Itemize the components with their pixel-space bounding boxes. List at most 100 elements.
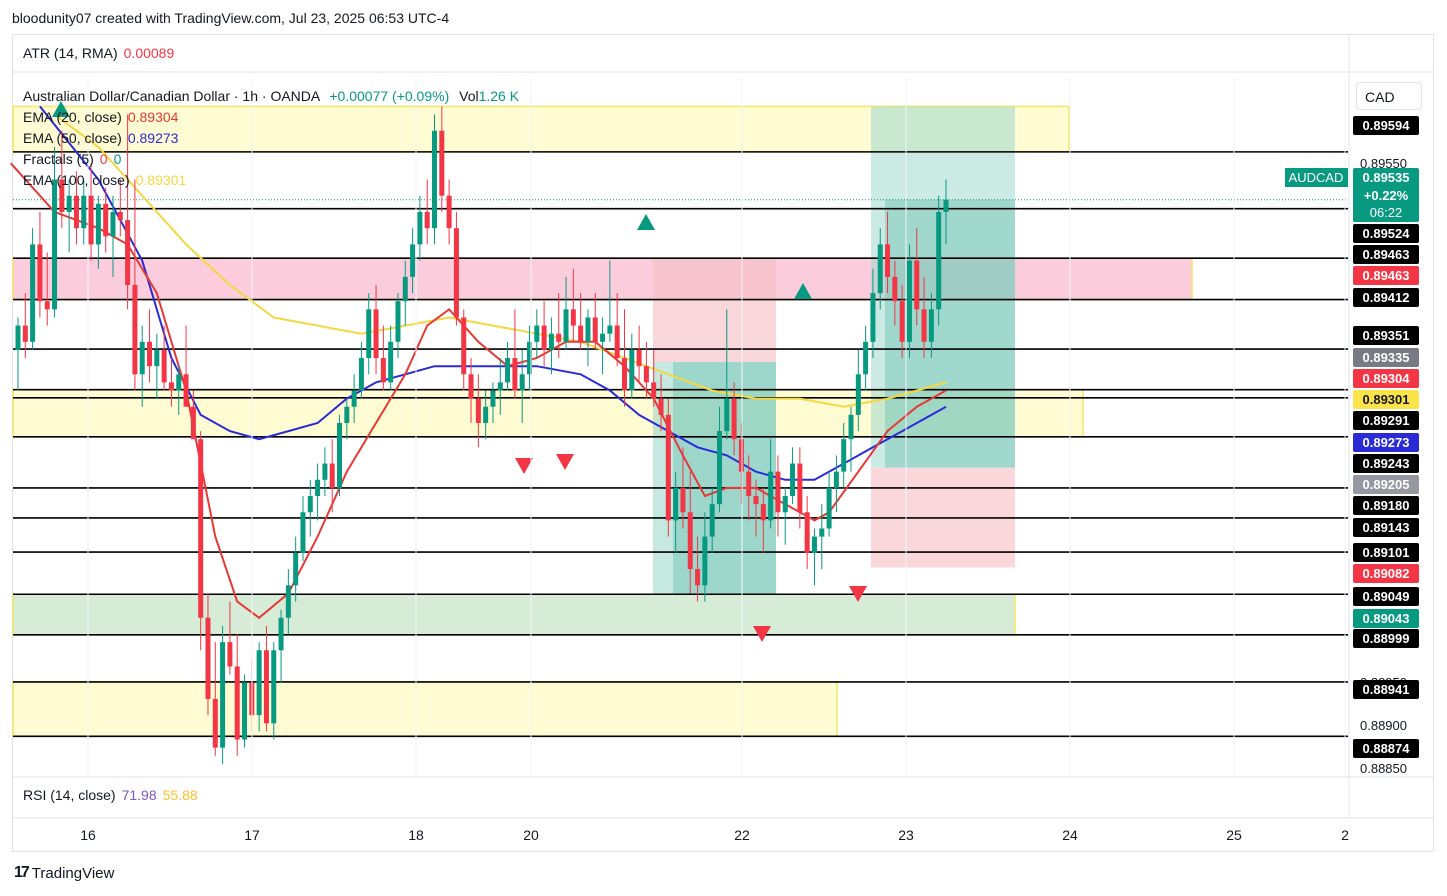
rsi-legend[interactable]: RSI (14, close) 71.98 55.88 bbox=[23, 787, 198, 803]
candle bbox=[716, 406, 722, 513]
price-badge: 0.89082 bbox=[1353, 564, 1419, 583]
candle bbox=[782, 487, 788, 545]
ema20-row[interactable]: EMA (20, close) 0.89304 bbox=[23, 107, 519, 128]
candle-body bbox=[570, 309, 576, 326]
candle bbox=[212, 642, 218, 756]
fractals-value-1: 0 bbox=[99, 151, 108, 167]
candle-body bbox=[198, 439, 204, 618]
ema50-row[interactable]: EMA (50, close) 0.89273 bbox=[23, 128, 519, 149]
candle bbox=[81, 179, 87, 245]
candle bbox=[570, 268, 576, 342]
candle bbox=[819, 504, 825, 570]
candle-body bbox=[673, 487, 679, 521]
candle bbox=[147, 309, 153, 383]
fractals-value-2: 0 bbox=[113, 151, 122, 167]
candle-body bbox=[906, 260, 912, 342]
candle-body bbox=[154, 349, 160, 367]
candle bbox=[651, 349, 657, 407]
price-badge-bg bbox=[1353, 496, 1419, 515]
candle-body bbox=[505, 358, 511, 383]
price-badge: 0.89243 bbox=[1353, 454, 1419, 473]
candle-body bbox=[643, 366, 649, 383]
candle bbox=[388, 325, 394, 391]
current-price-value: 0.89535 bbox=[1363, 170, 1410, 185]
candle bbox=[914, 228, 920, 326]
ema50-label: EMA (50, close) bbox=[23, 130, 122, 146]
candle bbox=[88, 163, 94, 261]
candle bbox=[804, 496, 810, 570]
candle bbox=[760, 487, 766, 553]
candle bbox=[497, 358, 503, 415]
chart-header: bloodunity07 created with TradingView.co… bbox=[12, 10, 450, 26]
price-badge: 0.89301 bbox=[1353, 390, 1419, 409]
candle-body bbox=[52, 179, 58, 310]
candle bbox=[395, 293, 401, 359]
x-tick-label: 23 bbox=[898, 827, 914, 843]
candle bbox=[768, 439, 774, 529]
price-badge-bg bbox=[1353, 326, 1419, 345]
y-tick-label: 0.89550 bbox=[1360, 156, 1407, 171]
price-badge-bg bbox=[1353, 245, 1419, 264]
candle-body bbox=[848, 414, 854, 440]
candle-body bbox=[402, 276, 408, 302]
candle-body bbox=[307, 496, 313, 513]
price-badge-label: 0.89043 bbox=[1363, 611, 1410, 626]
candle bbox=[307, 479, 313, 537]
candle-body bbox=[344, 406, 350, 423]
price-badge-label: 0.89143 bbox=[1363, 520, 1410, 535]
candle-body bbox=[841, 439, 847, 472]
candle bbox=[892, 260, 898, 326]
candle-body bbox=[212, 698, 218, 748]
candle-body bbox=[15, 325, 21, 350]
price-badge-label: 0.89351 bbox=[1363, 328, 1410, 343]
symbol-row[interactable]: Australian Dollar/Canadian Dollar · 1h ·… bbox=[23, 86, 519, 107]
positions-layer bbox=[653, 106, 1015, 595]
candle bbox=[870, 268, 876, 359]
candle bbox=[95, 195, 101, 269]
ema100-row[interactable]: EMA (100, close) 0.89301 bbox=[23, 170, 519, 191]
fractal-down-icon bbox=[556, 454, 574, 470]
x-tick-label: 18 bbox=[408, 827, 424, 843]
candle-body bbox=[432, 130, 438, 229]
candle bbox=[52, 146, 58, 318]
candle-body bbox=[59, 179, 65, 212]
candle-body bbox=[526, 341, 532, 375]
symbol-tag-bg bbox=[1285, 168, 1348, 187]
atr-legend[interactable]: ATR (14, RMA) 0.00089 bbox=[23, 45, 174, 61]
candle-body bbox=[205, 617, 211, 699]
candle-body bbox=[651, 382, 657, 399]
candle-body bbox=[139, 341, 145, 375]
candle-body bbox=[746, 471, 752, 497]
candle-body bbox=[892, 276, 898, 302]
candle-body bbox=[300, 512, 306, 553]
price-badge-label: 0.88874 bbox=[1363, 741, 1411, 756]
candle-body bbox=[592, 317, 598, 342]
candle-body bbox=[936, 211, 942, 310]
candle bbox=[183, 325, 189, 407]
fractals-row[interactable]: Fractals (5) 0 0 bbox=[23, 149, 519, 170]
currency-button[interactable]: CAD bbox=[1356, 82, 1422, 110]
candle-body bbox=[702, 536, 708, 586]
candle bbox=[432, 114, 438, 245]
price-badge: 0.88999 bbox=[1353, 629, 1419, 648]
candle-body bbox=[424, 211, 430, 229]
candle bbox=[738, 422, 744, 505]
chart-frame bbox=[12, 34, 1434, 852]
price-badge-bg bbox=[1353, 288, 1419, 307]
price-badge: 0.89143 bbox=[1353, 518, 1419, 537]
candle bbox=[541, 301, 547, 367]
candle-body bbox=[81, 195, 87, 229]
candle-body bbox=[768, 471, 774, 521]
candle-body bbox=[147, 341, 153, 367]
tradingview-logo[interactable]: 17 TradingView bbox=[14, 864, 114, 882]
candle-body bbox=[716, 431, 722, 505]
candle bbox=[154, 333, 160, 399]
candle bbox=[256, 642, 262, 732]
candle bbox=[643, 341, 649, 399]
candle-body bbox=[373, 309, 379, 359]
x-tick-label: 16 bbox=[80, 827, 96, 843]
candle-body bbox=[66, 195, 72, 212]
candle-body bbox=[695, 569, 701, 586]
candle bbox=[468, 358, 474, 423]
